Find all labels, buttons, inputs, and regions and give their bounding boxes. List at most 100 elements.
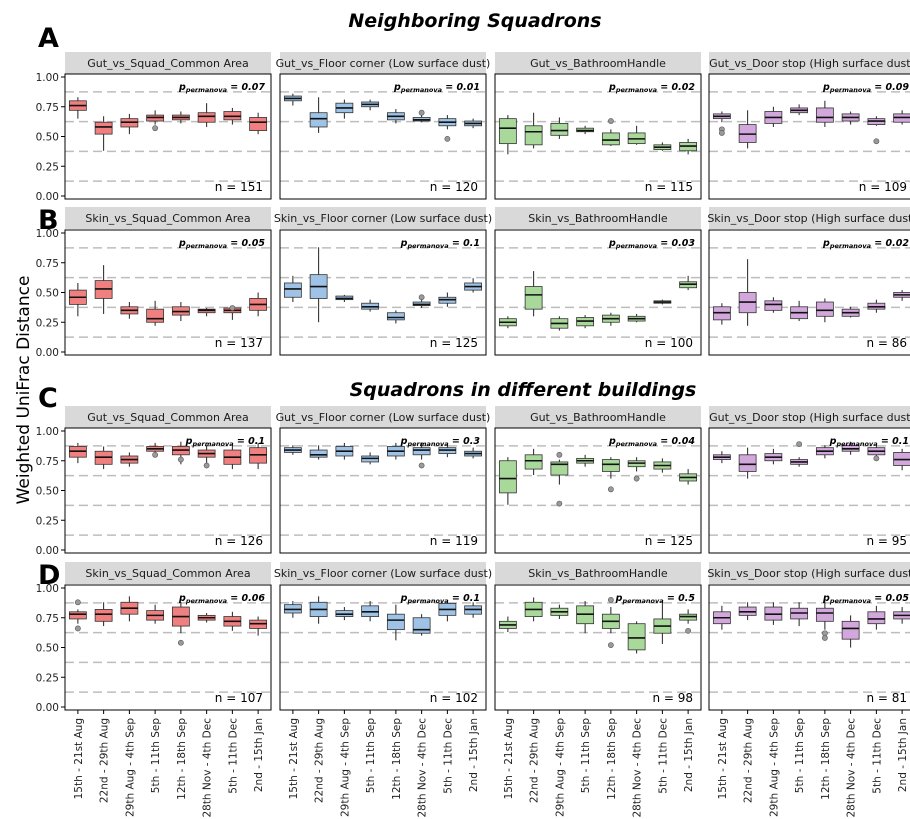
panel-strip (65, 562, 271, 584)
box-outlier (607, 486, 614, 493)
box-iqr (412, 447, 431, 456)
box-iqr (524, 125, 543, 146)
x-tick-label: 22nd - 29th Aug (529, 718, 541, 803)
box-outlier (556, 500, 563, 507)
x-tick-label: 12th - 18th Sep (391, 718, 403, 800)
x-tick-label: 22nd - 29th Aug (99, 718, 111, 803)
n-count-label: n = 95 (866, 534, 907, 548)
box-iqr (738, 454, 757, 472)
box-iqr (386, 613, 405, 631)
box-iqr (601, 132, 620, 146)
y-tick-label: 0.75 (36, 456, 59, 468)
box-outlier (229, 305, 236, 311)
box-iqr (309, 449, 328, 458)
row-letter-d: D (38, 560, 60, 591)
y-tick-label: 0.75 (36, 258, 59, 270)
box-iqr (524, 454, 543, 470)
n-count-label: n = 109 (859, 180, 907, 194)
x-tick-label: 5th - 11th Sep (150, 718, 162, 794)
box-outlier (418, 462, 425, 469)
box-outlier (607, 118, 614, 124)
x-tick-label: 15th - 21st Aug (73, 718, 85, 799)
x-tick-label: 28th Nov - 4th Dec (202, 718, 214, 818)
box-outlier (821, 630, 828, 637)
x-tick-label: 12th - 18th Sep (176, 718, 188, 800)
p-value-label: ppermanova = 0.04 (608, 436, 695, 448)
panel-title: Skin_vs_Squad_Common Area (85, 212, 250, 225)
panel-strip (495, 562, 701, 584)
panel-2-0: Gut_vs_Squad_Common Area ppermanova = 0.1… (36, 406, 272, 557)
box-iqr (249, 117, 268, 131)
n-count-label: n = 81 (866, 691, 907, 705)
panel-border (494, 584, 702, 711)
box-outlier (177, 456, 184, 463)
panel-title: Skin_vs_BathroomHandle (528, 212, 668, 225)
box-outlier (873, 138, 880, 145)
y-tick-label: 0.50 (36, 132, 59, 144)
title-different-buildings: Squadrons in different buildings (350, 379, 697, 401)
panel-strip (65, 406, 271, 428)
panel-0-3: Gut_vs_Door stop (High surface dust) pper… (708, 52, 910, 200)
panel-border (708, 584, 910, 711)
panel-3-2: Skin_vs_BathroomHandle ppermanova = 0.5 n … (494, 562, 702, 818)
box-iqr (550, 123, 569, 136)
y-tick-label: 0.75 (36, 613, 59, 625)
x-tick-label: 28th Nov - 4th Dec (417, 718, 429, 818)
x-tick-label: 5th - 11th Dec (442, 718, 454, 794)
panel-border (494, 229, 702, 356)
n-count-label: n = 126 (215, 534, 263, 548)
y-tick-label: 0.00 (36, 545, 59, 557)
panel-strip (65, 52, 271, 74)
x-tick-label: 12th - 18th Sep (606, 718, 618, 800)
box-iqr (867, 611, 886, 625)
box-iqr (841, 620, 860, 640)
p-value-label: ppermanova = 0.1 (400, 238, 480, 250)
panel-title: Gut_vs_Squad_Common Area (87, 411, 249, 424)
p-value-label: ppermanova = 0.05 (822, 593, 909, 605)
x-tick-label: 5th - 11th Sep (365, 718, 377, 794)
panel-strip (280, 562, 486, 584)
box-outlier (821, 635, 828, 641)
row-letter-a: A (38, 23, 59, 54)
x-tick-label: 15th - 21st Aug (503, 718, 515, 799)
box-iqr (550, 461, 569, 476)
p-value-label: ppermanova = 0.3 (400, 436, 481, 448)
box-outlier (607, 597, 614, 603)
panel-strip (495, 406, 701, 428)
p-value-label: ppermanova = 0.02 (608, 82, 695, 94)
panel-background (65, 428, 271, 553)
panel-title: Gut_vs_Squad_Common Area (87, 57, 249, 70)
p-value-label: ppermanova = 0.5 (615, 593, 696, 605)
box-iqr (815, 107, 834, 123)
box-iqr (815, 301, 834, 317)
p-value-label: ppermanova = 0.1 (185, 436, 265, 448)
panel-background (495, 428, 701, 553)
box-outlier (177, 639, 184, 646)
box-iqr (815, 607, 834, 622)
p-value-label: ppermanova = 0.05 (178, 238, 265, 250)
y-tick-label: 0.50 (36, 643, 59, 655)
n-count-label: n = 120 (430, 180, 478, 194)
y-tick-label: 1.00 (36, 228, 59, 240)
panel-1-1: Skin_vs_Floor corner (Low surface dust) p… (274, 207, 492, 356)
panel-0-0: Gut_vs_Squad_Common Area ppermanova = 0.0… (36, 52, 272, 203)
box-iqr (764, 300, 783, 311)
panel-1-3: Skin_vs_Door stop (High surface dust) ppe… (707, 207, 910, 356)
panel-background (65, 585, 271, 710)
panel-strip (280, 406, 486, 428)
x-tick-label: 28th Nov - 4th Dec (632, 718, 644, 818)
row-letter-b: B (38, 205, 59, 236)
box-iqr (94, 609, 113, 622)
panel-border (279, 73, 487, 200)
x-tick-label: 5th - 11th Dec (871, 718, 883, 794)
panel-title: Gut_vs_Door stop (High surface dust) (709, 411, 910, 424)
x-tick-label: 22nd - 29th Aug (743, 718, 755, 803)
panel-2-3: Gut_vs_Door stop (High surface dust) pper… (708, 406, 910, 554)
box-outlier (74, 625, 81, 632)
x-tick-label: 22nd - 29th Aug (314, 718, 326, 803)
panel-1-2: Skin_vs_BathroomHandle ppermanova = 0.03 n… (494, 207, 702, 356)
box-iqr (197, 112, 216, 123)
x-tick-label: 2nd - 15th Jan (253, 718, 265, 792)
panel-border (279, 427, 487, 554)
y-tick-label: 0.25 (36, 317, 59, 329)
